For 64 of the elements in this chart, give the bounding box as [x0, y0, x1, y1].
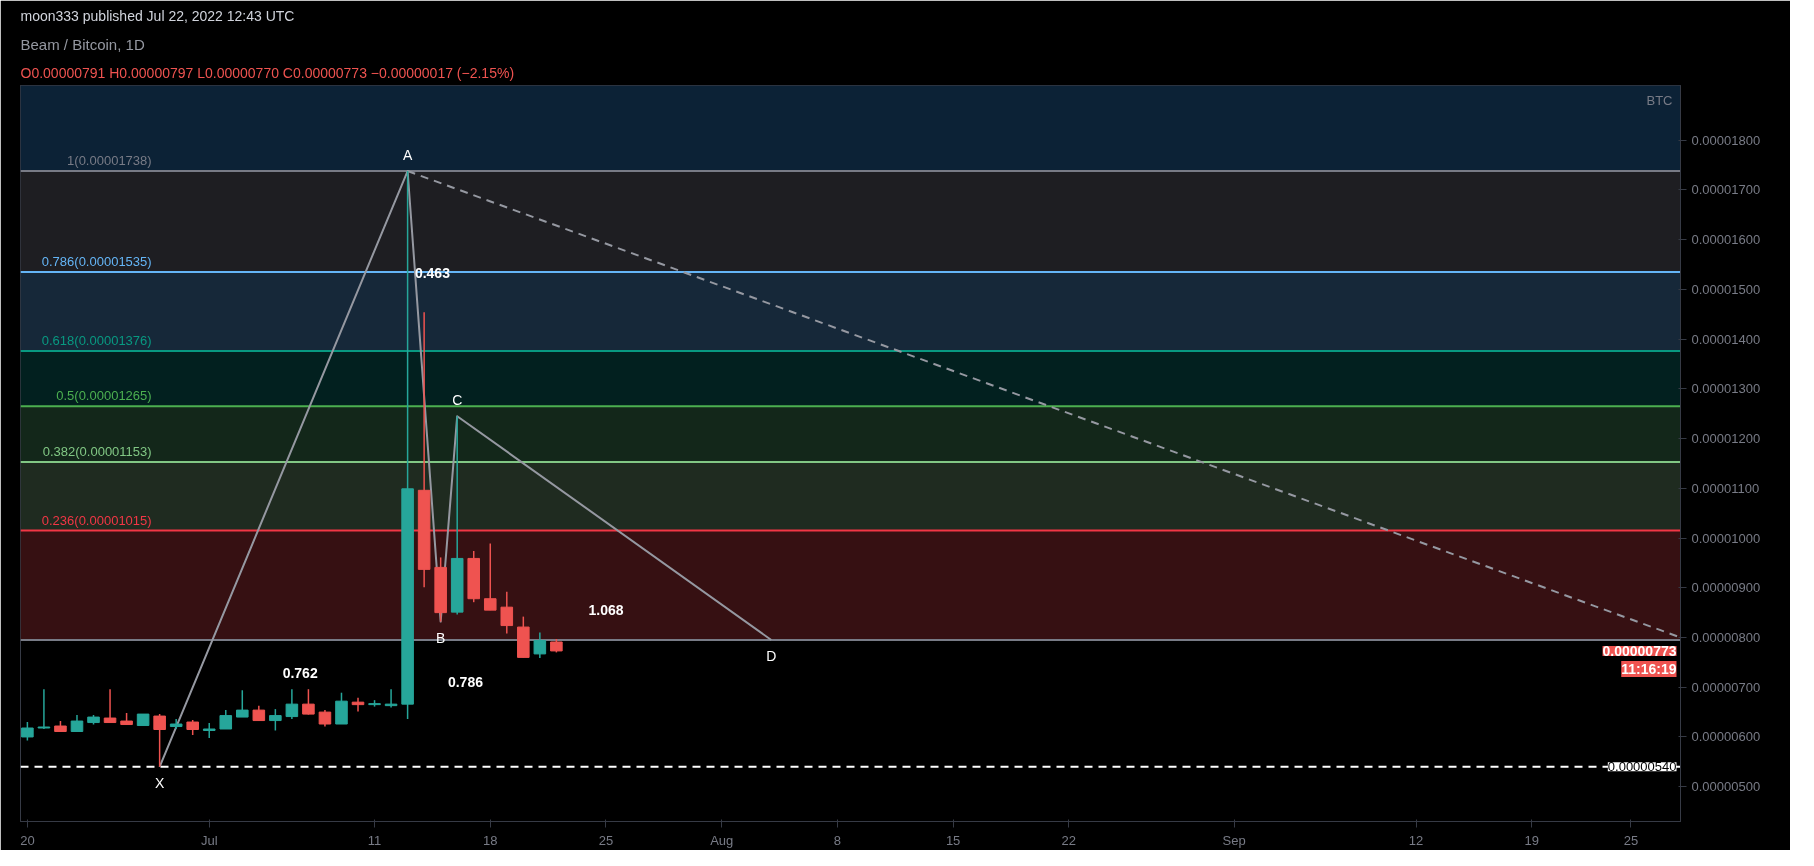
candlestick [533, 631, 547, 659]
y-tick-label: 0.00000900 [1691, 580, 1761, 596]
chart-title: Beam / Bitcoin, 1D [20, 35, 145, 53]
x-tick-label: 20 [20, 832, 35, 848]
candlestick [219, 709, 233, 730]
candlestick [351, 696, 365, 713]
annotation: 0.786 [447, 674, 484, 691]
candlestick [103, 688, 117, 724]
x-tick-label: Sep [1222, 832, 1246, 848]
x-tick-label: 8 [833, 832, 842, 848]
x-tick-label: Aug [710, 832, 734, 848]
candlestick [285, 688, 299, 720]
annotation: D [766, 647, 777, 664]
annotation: X [154, 774, 165, 791]
x-tick-label: 12 [1408, 832, 1424, 848]
text: moon333 published Jul 22, 2022 12:43 UTC [20, 7, 295, 24]
y-tick-label: 0.00001800 [1691, 132, 1761, 148]
x-tick-label: 11 [367, 832, 382, 848]
x-tick-label: 25 [1623, 832, 1639, 848]
ref-line-label: 1(0.00001738) [67, 153, 152, 169]
annotation: 1.068 [588, 601, 624, 618]
annotation: A [402, 147, 413, 164]
x-tick-label: 25 [598, 832, 614, 848]
candlestick [384, 688, 398, 709]
y-tick-label: 0.00000800 [1691, 630, 1761, 645]
annotation: 0.762 [282, 665, 318, 682]
y-tick-label: 0.00001300 [1691, 381, 1761, 397]
candlestick [483, 542, 497, 611]
y-tick-label: 0.00000700 [1691, 679, 1761, 695]
x-tick-label: 22 [1061, 832, 1077, 848]
ref-line-label: 0.00000540 [1607, 759, 1677, 775]
y-tick-label: 0.00001400 [1691, 331, 1761, 347]
x-tick-label: 15 [945, 832, 961, 848]
y-tick-label: 0.00001000 [1691, 530, 1761, 546]
annotation: 0.00000773 [1602, 642, 1677, 659]
ref-line-label: 0.618(0.00001376) [41, 333, 152, 349]
y-tick-label: 0.00001700 [1691, 182, 1761, 198]
x-tick-label: 19 [1524, 832, 1539, 848]
y-tick-label: 0.00000500 [1691, 779, 1761, 795]
x-tick-label: 18 [483, 832, 498, 848]
y-tick-label: 0.00001100 [1691, 480, 1760, 496]
candlestick [500, 591, 514, 635]
x-tick-label: Jul [200, 832, 218, 848]
y-tick-label: 0.00001600 [1691, 232, 1761, 248]
candlestick [236, 689, 249, 718]
annotation: C [452, 392, 463, 409]
candlestick [335, 691, 348, 725]
annotation: B [436, 629, 446, 646]
candlestick [21, 721, 34, 742]
annotation: 11:16:19 [1621, 660, 1677, 677]
candlestick [302, 688, 315, 716]
ref-line-label: 0.5(0.00001265) [56, 388, 152, 404]
chart-subtitle: O0.00000791 H0.00000797 L0.00000770 C0.00000773 −0.00000017 (−2.15%) [20, 64, 515, 81]
ref-line-label: 0.382(0.00001153) [42, 443, 152, 459]
candlestick [269, 708, 282, 732]
y-tick-label: 0.00001200 [1691, 431, 1761, 447]
y-tick-label: 0.00001500 [1691, 281, 1761, 297]
ref-line-label: 0.786(0.00001535) [41, 253, 152, 269]
y-tick-label: 0.00000600 [1691, 729, 1761, 745]
candlestick [153, 713, 166, 768]
y-axis-title: BTC [1646, 92, 1673, 108]
candlestick [202, 722, 216, 739]
ref-line-label: 0.236(0.00001015) [41, 512, 152, 528]
candlestick [37, 688, 51, 730]
